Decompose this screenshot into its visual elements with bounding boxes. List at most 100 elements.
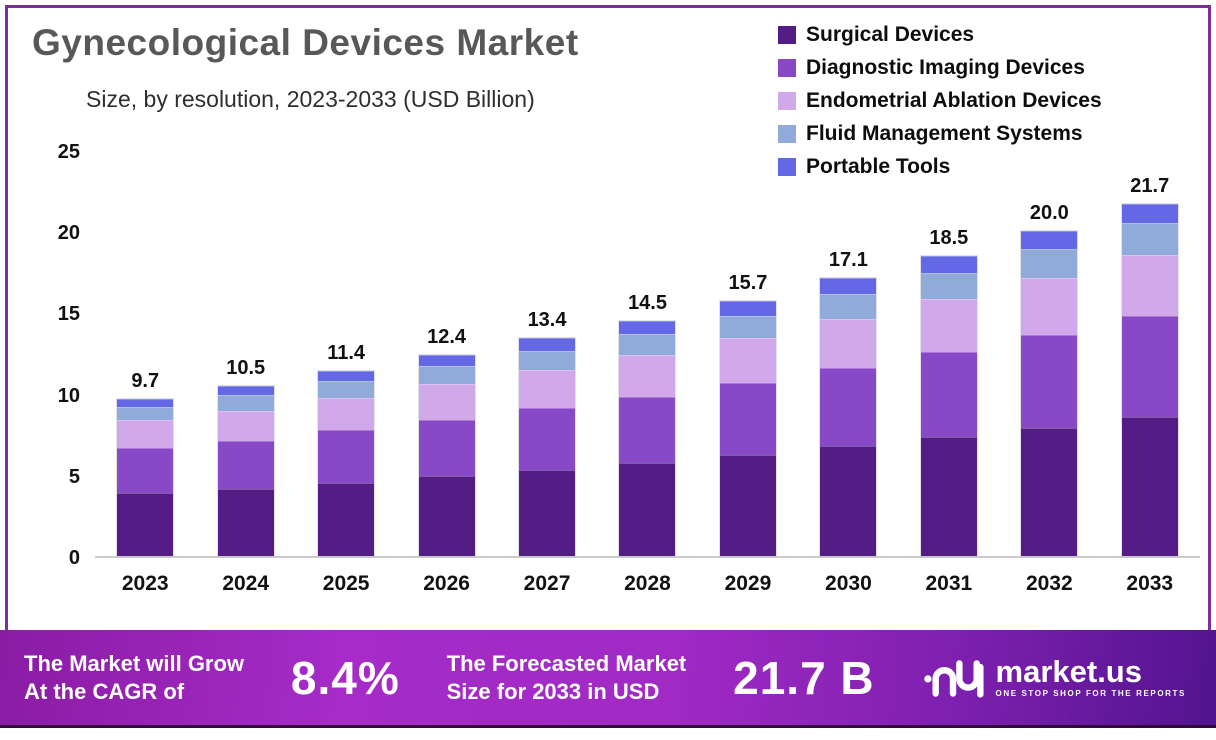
bar-stack [920,255,977,556]
bar-total-label: 14.5 [628,291,667,314]
bar-segment [719,315,776,339]
bar-segment [1021,335,1078,428]
bar-total-label: 21.7 [1130,174,1170,197]
bar-segment [1121,254,1178,317]
bar-total-label: 17.1 [828,249,868,272]
chart-legend: Surgical Devices Diagnostic Imaging Devic… [778,18,1102,183]
bar-column-2023: 9.7 [95,152,195,556]
chart-title: Gynecological Devices Market [32,22,579,63]
x-tick-label: 2030 [825,572,872,595]
bar-segment [1121,223,1178,255]
bar-segment [820,367,877,447]
x-tick-label: 2031 [925,572,973,595]
legend-item: Surgical Devices [778,18,1102,51]
bar-segment [318,482,375,556]
legend-item: Endometrial Ablation Devices [778,84,1102,117]
cagr-label: The Market will Grow At the CAGR of [24,650,244,706]
chart-subtitle: Size, by resolution, 2023-2033 (USD Bill… [86,86,535,112]
cagr-label-line2: At the CAGR of [24,678,185,704]
bar-segment [217,385,274,396]
bar-column-2026: 12.4 [396,152,496,556]
bar-segment [519,408,576,470]
legend-label: Portable Tools [806,154,951,178]
bar-segment [1021,249,1078,279]
bar-segment [519,350,576,371]
bar-segment [1021,427,1078,556]
legend-label: Diagnostic Imaging Devices [806,55,1085,79]
y-tick-label: 25 [57,141,80,163]
legend-swatch-icon [778,58,796,77]
bar-stack [820,278,877,556]
bottom-banner: The Market will Grow At the CAGR of 8.4%… [0,630,1216,728]
bar-segment [217,395,274,411]
bar-segment [217,440,274,490]
bar-segment [619,355,676,397]
bar-segment [619,334,676,356]
x-tick-label: 2026 [423,572,470,595]
bar-column-2032: 20.0 [999,152,1099,556]
forecast-value: 21.7 B [733,651,875,704]
brand-name: market.us [995,654,1142,689]
bar-stack [1021,231,1078,556]
bar-stack [217,385,274,556]
plot-area: 9.7 10.5 11.4 12.4 13.4 14.5 15.7 17.1 18.5 20.0 2… [95,152,1200,558]
bar-segment [519,370,576,409]
bar-stack [619,320,676,556]
bar-segment [318,370,375,382]
bar-segment [820,318,877,368]
legend-item: Diagnostic Imaging Devices [778,51,1102,84]
bar-total-label: 18.5 [929,226,969,249]
bar-segment [418,476,475,556]
bar-segment [920,352,977,438]
bar-segment [619,320,676,335]
brand-logo[interactable]: market.us ONE STOP SHOP FOR THE REPORTS [922,654,1186,699]
bar-segment [519,338,576,351]
bar-segment [1021,231,1078,250]
bar-column-2028: 14.5 [597,152,697,556]
bar-stack [719,301,776,556]
bar-segment [217,489,274,556]
bar-segment [1121,203,1178,224]
legend-item: Portable Tools [778,150,1102,183]
bar-segment [619,463,676,556]
legend-label: Surgical Devices [806,22,975,46]
bar-stack [519,338,576,556]
bar-column-2024: 10.5 [195,152,295,556]
bar-segment [820,446,877,556]
bar-total-label: 15.7 [728,272,768,295]
bar-segment [318,397,375,431]
bar-column-2025: 11.4 [296,152,396,556]
market-us-logo-icon [923,659,984,698]
bar-segment [920,255,977,273]
y-tick-label: 15 [57,303,80,326]
bar-stack [418,354,475,556]
bar-column-2029: 15.7 [698,152,798,556]
y-tick-label: 5 [68,465,80,488]
brand-wordmark-block: market.us ONE STOP SHOP FOR THE REPORTS [995,654,1186,698]
bar-total-label: 9.7 [131,369,160,392]
forecast-label-line1: The Forecasted Market [446,650,687,676]
bar-segment [820,293,877,319]
x-tick-label: 2027 [523,572,571,595]
bar-segment [719,455,776,556]
bar-stack [117,398,174,556]
bar-segment [117,398,174,407]
x-tick-label: 2023 [121,572,169,595]
bar-column-2031: 18.5 [899,152,999,556]
bar-segment [719,383,776,456]
bar-segment [117,420,174,449]
bar-total-label: 13.4 [527,309,567,332]
bar-segment [619,396,676,464]
bar-segment [920,299,977,353]
bar-segment [820,278,877,294]
bar-segment [418,419,475,477]
bar-segment [920,272,977,300]
bar-segment [719,338,776,384]
bar-column-2030: 17.1 [798,152,898,556]
bar-segment [318,381,375,398]
bar-segment [1121,417,1178,556]
legend-swatch-icon [778,25,796,44]
brand-tagline: ONE STOP SHOP FOR THE REPORTS [995,689,1186,698]
cagr-label-line1: The Market will Grow [24,650,245,676]
